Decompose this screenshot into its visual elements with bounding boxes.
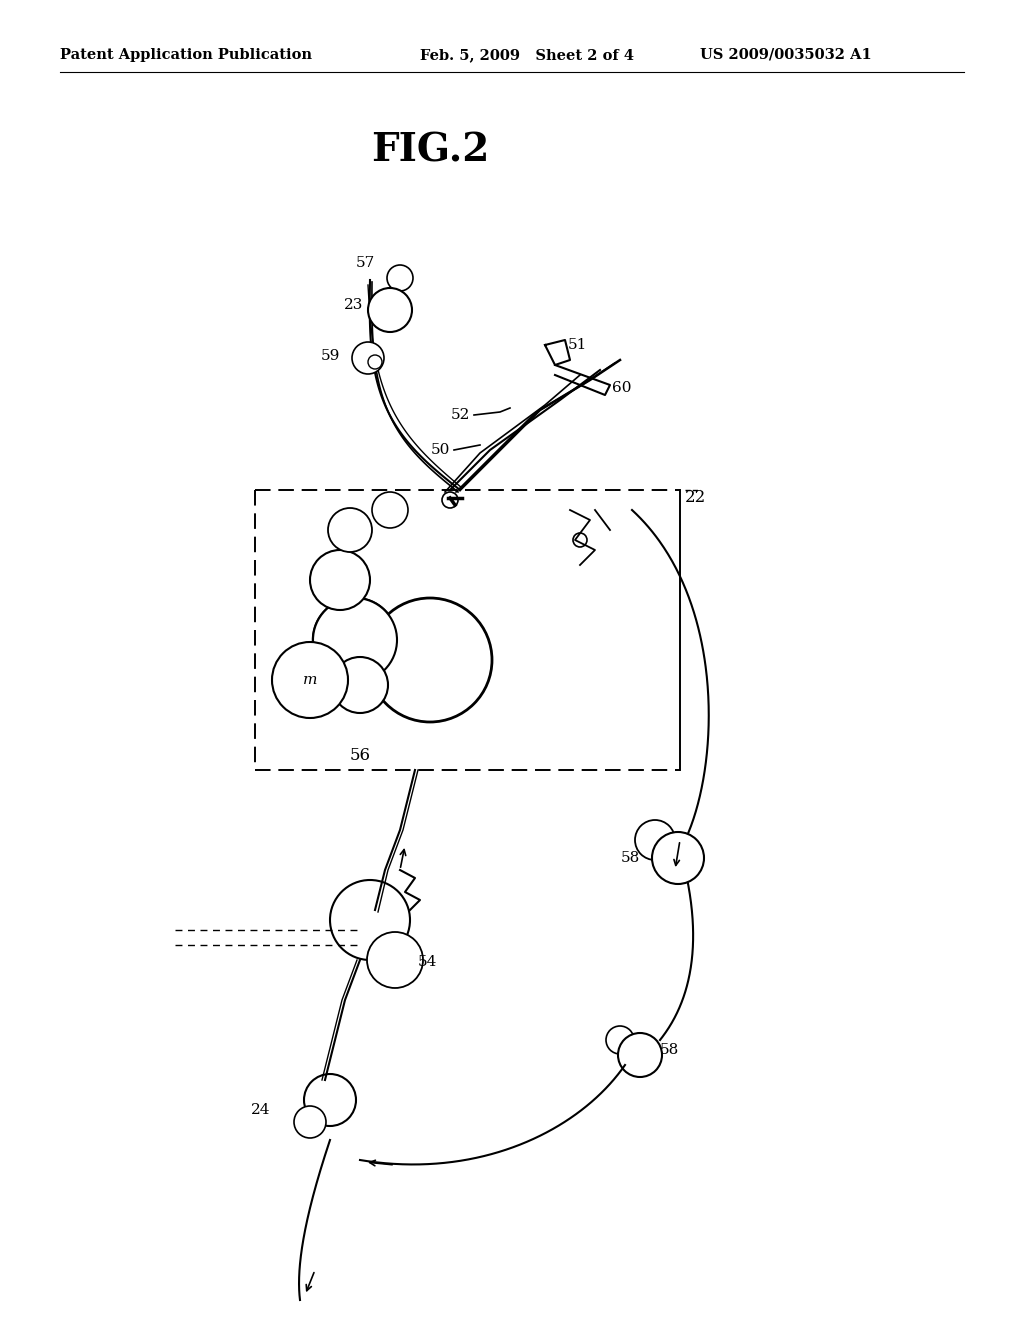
Circle shape: [328, 508, 372, 552]
Text: m: m: [303, 673, 317, 686]
Circle shape: [635, 820, 675, 861]
Circle shape: [310, 550, 370, 610]
Circle shape: [352, 342, 384, 374]
Text: 52: 52: [451, 408, 470, 422]
Circle shape: [294, 1106, 326, 1138]
Text: 24: 24: [251, 1104, 270, 1117]
Text: 23: 23: [344, 298, 362, 312]
Circle shape: [606, 1026, 634, 1053]
Circle shape: [368, 288, 412, 333]
Text: US 2009/0035032 A1: US 2009/0035032 A1: [700, 48, 871, 62]
Text: 51: 51: [568, 338, 588, 352]
Text: 58: 58: [621, 851, 640, 865]
Text: Patent Application Publication: Patent Application Publication: [60, 48, 312, 62]
Text: 57: 57: [355, 256, 375, 271]
Circle shape: [387, 265, 413, 290]
Circle shape: [304, 1074, 356, 1126]
Text: FIG.2: FIG.2: [371, 131, 489, 169]
Text: 58: 58: [660, 1043, 679, 1057]
Text: 56: 56: [349, 747, 371, 763]
Circle shape: [330, 880, 410, 960]
Circle shape: [367, 932, 423, 987]
Text: 60: 60: [612, 381, 632, 395]
Circle shape: [332, 657, 388, 713]
Text: 59: 59: [321, 348, 340, 363]
Circle shape: [272, 642, 348, 718]
Circle shape: [368, 355, 382, 370]
Circle shape: [368, 598, 492, 722]
Circle shape: [652, 832, 705, 884]
Circle shape: [372, 492, 408, 528]
Text: 54: 54: [418, 954, 437, 969]
Circle shape: [313, 598, 397, 682]
Text: 50: 50: [431, 444, 450, 457]
Circle shape: [618, 1034, 662, 1077]
Text: Feb. 5, 2009   Sheet 2 of 4: Feb. 5, 2009 Sheet 2 of 4: [420, 48, 634, 62]
Circle shape: [573, 533, 587, 546]
Text: 22: 22: [685, 490, 707, 507]
Circle shape: [442, 492, 458, 508]
